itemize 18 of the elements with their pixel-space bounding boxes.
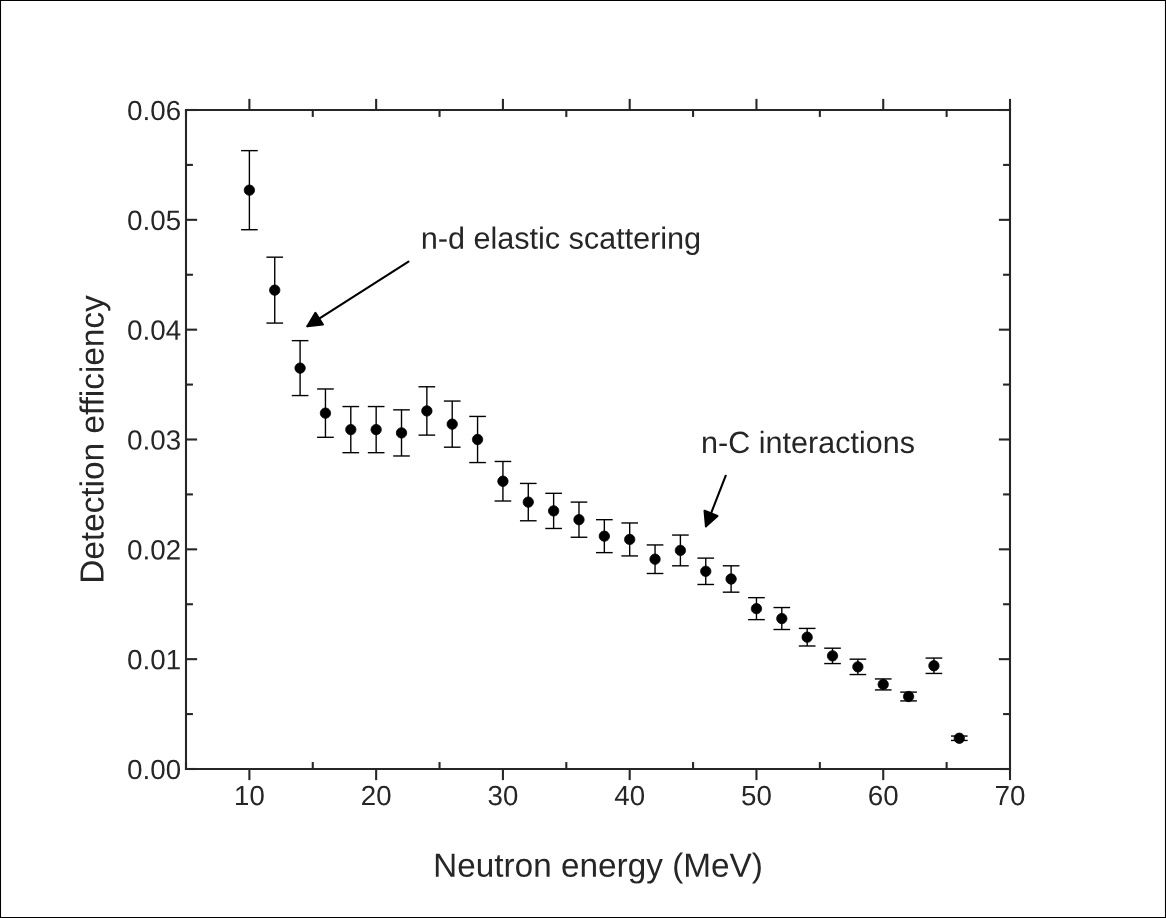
y-tick-label: 0.06 — [128, 100, 180, 121]
x-tick-label: 30 — [488, 785, 518, 806]
y-tick-label: 0.00 — [128, 759, 181, 780]
x-tick-label: 50 — [742, 785, 771, 806]
y-tick-label: 0.03 — [128, 430, 180, 450]
y-tick-label: 0.02 — [128, 540, 180, 560]
x-axis-title: Neutron energy (MeV) — [435, 852, 761, 884]
y-tick-label: 0.01 — [128, 649, 180, 670]
x-tick-label: 60 — [869, 785, 898, 806]
y-tick-label: 0.04 — [128, 320, 181, 341]
annotation: n-C interactions — [703, 430, 914, 454]
y-axis-title: Detection efficiency — [79, 295, 111, 581]
x-tick-label: 10 — [236, 785, 264, 806]
x-tick-label: 40 — [614, 785, 645, 806]
x-tick-label: 70 — [995, 785, 1025, 806]
x-tick-label: 20 — [362, 785, 391, 806]
annotation: n-d elastic scattering — [422, 226, 700, 255]
y-tick-label: 0.05 — [128, 210, 180, 231]
